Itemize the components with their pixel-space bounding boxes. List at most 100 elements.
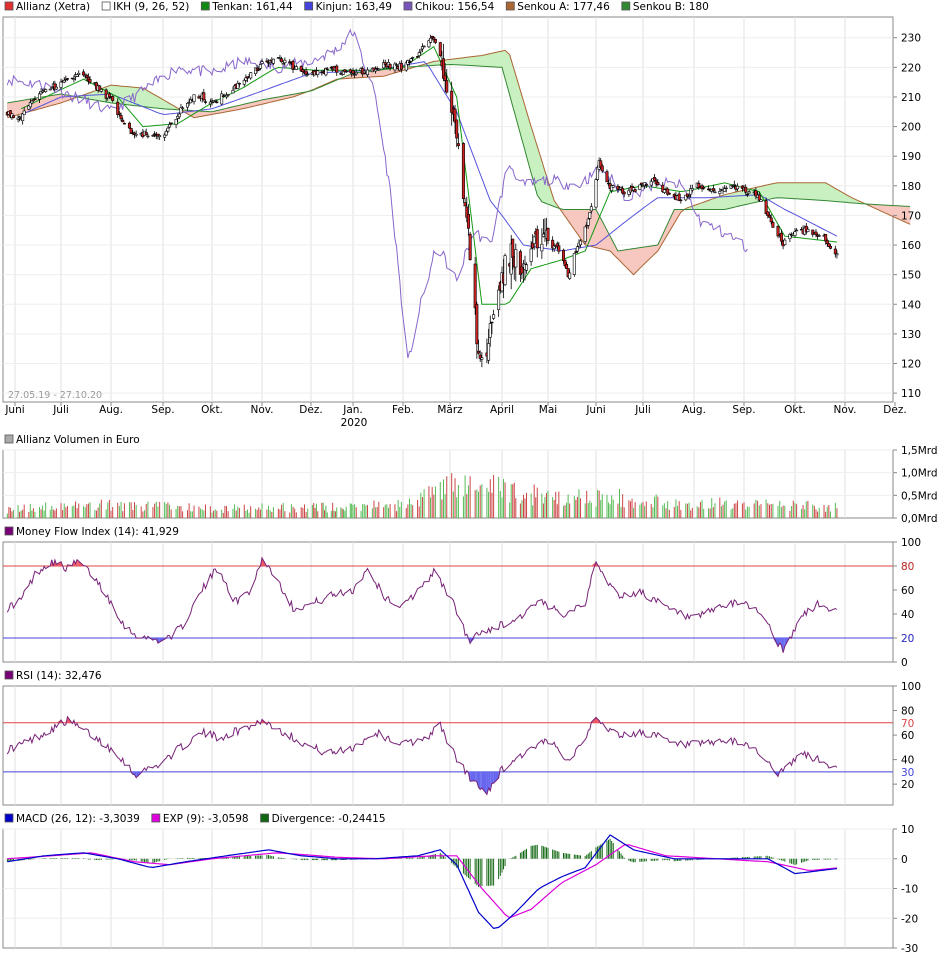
candle <box>283 57 287 67</box>
candle <box>661 182 665 194</box>
candle <box>31 99 35 102</box>
candle <box>757 191 761 202</box>
candle <box>116 98 120 118</box>
mfi-legend: Money Flow Index (14): 41,929 <box>4 526 179 538</box>
cloud-segment <box>500 50 503 68</box>
cloud-segment <box>157 96 160 109</box>
candle <box>226 93 230 98</box>
candle <box>427 39 431 49</box>
y-tick-label: 130 <box>901 329 921 341</box>
cloud-segment <box>464 57 468 66</box>
candle <box>354 68 358 76</box>
candle <box>622 190 626 198</box>
macd-panel: 10 0 -10 -20 -30 MACD (26, 12): -3,3039 EXP (… <box>3 813 918 955</box>
legend-swatch <box>101 1 111 11</box>
candle <box>487 328 491 364</box>
cloud-segment <box>777 182 780 199</box>
candle <box>404 60 408 72</box>
y-tick-label: 0,5Mrd <box>901 490 938 502</box>
candle <box>466 204 470 236</box>
candle <box>11 115 15 119</box>
x-tick-label: Juli <box>634 404 651 416</box>
candle <box>568 269 572 281</box>
oscillator-line <box>6 715 838 796</box>
oversold-fill <box>476 771 479 788</box>
candle <box>754 187 758 200</box>
candle <box>514 243 518 282</box>
candle <box>153 131 157 138</box>
candle <box>833 245 837 258</box>
legend-swatch <box>200 1 210 11</box>
cloud-segment <box>772 182 779 199</box>
candle <box>572 253 576 277</box>
candle <box>85 73 89 81</box>
candle <box>417 50 421 59</box>
legend-swatch <box>4 1 14 11</box>
cloud-segment <box>479 55 483 67</box>
candle <box>468 231 472 261</box>
candle <box>455 119 459 148</box>
candle <box>541 218 545 238</box>
candle <box>281 62 285 65</box>
cloud-segment <box>491 52 494 68</box>
candle <box>62 76 66 84</box>
candle <box>242 78 246 87</box>
legend-label: Tenkan: 161,44 <box>211 1 293 13</box>
candle <box>817 233 821 237</box>
candle <box>540 228 544 259</box>
candle <box>362 69 366 75</box>
candle <box>132 131 136 139</box>
price-legend: Allianz (Xetra) IKH (9, 26, 52) Tenkan: 16… <box>4 1 709 13</box>
candle <box>299 65 303 72</box>
candle <box>677 191 681 202</box>
candle <box>168 121 172 129</box>
candle <box>666 187 670 196</box>
candle <box>374 66 378 74</box>
candle <box>771 220 775 229</box>
lower-threshold-label: 20 <box>901 633 914 645</box>
legend-swatch <box>505 1 515 11</box>
price-x-ticks: Juni Juli Aug. Sep. Okt. Nov. Dez. Jan. Feb. März… <box>4 402 907 416</box>
x-tick-label: Nov. <box>250 404 273 416</box>
candle <box>158 134 162 141</box>
y-tick-label: 60 <box>901 730 914 742</box>
price-y-ticks: 230 220 210 200 190 180 170 160 150 140 130 120 110 <box>893 33 921 400</box>
kijun-line <box>20 61 838 252</box>
candle <box>260 58 264 65</box>
candle <box>420 43 424 53</box>
upper-threshold-label: 80 <box>901 561 914 573</box>
candle <box>257 66 261 72</box>
candle <box>395 62 399 67</box>
y-tick-label: 220 <box>901 62 921 74</box>
cloud-segment <box>488 53 491 67</box>
cloud-segment <box>154 94 157 109</box>
candle <box>220 90 224 106</box>
candle <box>429 34 433 44</box>
candle <box>656 179 660 187</box>
candle <box>335 64 339 76</box>
ichimoku-cloud <box>7 49 911 276</box>
rsi-y-ticks: 100 80 60 40 20 70 30 <box>893 681 921 791</box>
y-tick-label: 200 <box>901 122 921 134</box>
candle <box>718 187 722 196</box>
candle <box>473 257 477 315</box>
candle <box>806 227 810 232</box>
cloud-segment <box>767 184 770 200</box>
oversold-fill <box>493 771 499 784</box>
candle <box>16 114 20 123</box>
cloud-segment <box>779 182 782 199</box>
candle <box>529 241 533 266</box>
cloud-segment <box>152 93 155 109</box>
candle <box>557 241 561 255</box>
legend-swatch <box>4 434 14 444</box>
cloud-segment <box>818 182 825 201</box>
y-tick-label: 110 <box>901 388 921 400</box>
candle <box>643 182 647 189</box>
x-tick-label: Sep. <box>151 404 174 416</box>
candle <box>687 194 691 200</box>
candle <box>490 321 494 335</box>
lower-threshold-label: 30 <box>901 767 914 779</box>
mfi-frame <box>2 541 894 663</box>
candle <box>766 211 770 219</box>
